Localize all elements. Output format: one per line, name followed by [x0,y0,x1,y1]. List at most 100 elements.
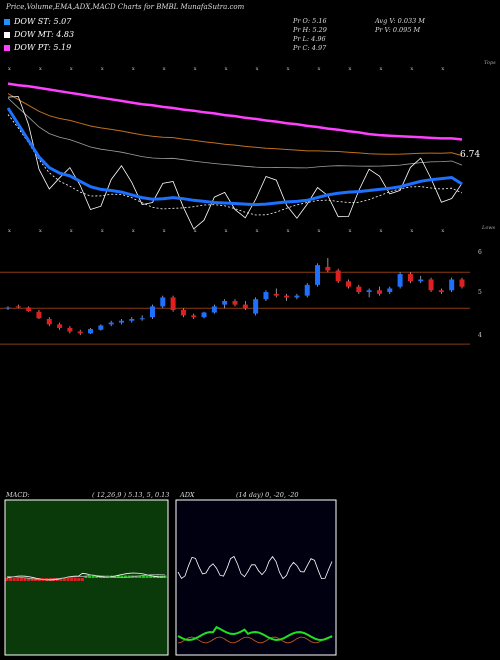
candle-body [232,301,238,305]
low-marker: x [379,228,382,234]
ema-mid-line [7,93,463,157]
candle-body [284,295,290,298]
legend-swatch-icon [4,44,10,51]
macd-histogram-bar [80,578,84,581]
candle-body [376,290,382,294]
top-marker: x [101,66,104,72]
top-marker: x [39,66,42,72]
legend-swatch-icon [4,18,10,25]
macd-panel [4,499,169,656]
ema-dotted-line [7,114,463,216]
top-marker: x [8,66,11,72]
candle-body [15,306,21,308]
candle-body [242,304,248,309]
macd-histogram-bar [138,575,142,578]
candle-body [356,286,362,293]
low-marker: x [318,228,321,234]
price-open: Pr O: 5.16 [293,17,327,25]
candle-body [77,331,83,334]
candle-body [98,325,104,330]
macd-histogram-bar [16,578,20,581]
candle-body [108,322,114,325]
candle-body [160,297,166,307]
macd-histogram-bar [124,575,127,578]
lows-label: Lows [482,225,496,231]
macd-histogram-bar [113,575,117,578]
top-marker: x [194,66,197,72]
candle-body [304,284,310,296]
legend-label: DOW ST: 5.07 [14,17,72,26]
low-marker: x [225,228,228,234]
candle-body [397,274,403,287]
adx-params: (14 day) 0, -20, -20 [236,491,299,499]
macd-histogram-bar [95,575,99,578]
macd-histogram-bar [163,575,167,578]
macd-histogram-bar [134,575,138,578]
top-marker: x [70,66,73,72]
ema-pt-line [7,82,463,141]
macd-histogram-bar [62,578,66,581]
macd-histogram-bar [145,575,149,578]
macd-histogram-bar [70,578,74,581]
legend-swatch-icon [4,31,10,38]
legend-dow-mt: DOW MT: 4.83 [4,30,74,39]
macd-histogram-bar [116,575,120,578]
macd-histogram-bar [91,575,95,578]
candles-panel [0,257,470,345]
candle-body [273,293,279,296]
low-marker: x [194,228,197,234]
macd-histogram-bar [9,578,13,581]
candle-body [222,301,228,305]
candle-body [335,270,341,282]
top-marker: x [349,66,352,72]
legend-dow-pt: DOW PT: 5.19 [4,43,71,52]
top-marker: x [379,66,382,72]
candle-body [5,307,11,309]
candle-body [418,279,424,282]
candle-body [149,306,155,318]
top-marker: x [132,66,135,72]
legend-label: DOW MT: 4.83 [14,30,75,39]
macd-histogram-bar [5,578,9,581]
candle-body [449,279,455,291]
price-panel: x x x x x x x x x x x x x x x x x x x x x x x x x x x x x x [6,66,463,234]
candle-axis-label: 4 [478,332,482,339]
candle-body [346,281,351,287]
candle-body [67,327,73,332]
low-marker: x [163,228,166,234]
candle-body [407,274,413,282]
tops-label: Tops [484,60,496,66]
low-marker: x [70,228,73,234]
candle-body [119,320,124,323]
low-marker: x [39,228,42,234]
candle-body [170,297,176,310]
candle-body [211,306,217,313]
macd-histogram-bar [141,575,145,578]
candle-body [459,279,465,287]
adx-line [177,555,333,580]
candle-body [366,290,372,293]
candle-body [180,310,186,316]
candle-body [387,288,393,293]
candle-axis-label: 6 [478,249,482,256]
adx-frame [175,499,337,656]
candle-body [263,292,269,300]
macd-histogram-bar [66,578,70,581]
macd-histogram-bar [152,575,156,578]
legend-label: DOW PT: 5.19 [14,43,72,52]
price-high: Pr H: 5.29 [293,26,327,34]
macd-signal-line [6,574,166,580]
macd-histogram-bar [73,578,77,581]
previous-volume: Pr V: 0.095 M [375,26,421,34]
low-marker: x [287,228,290,234]
candle-body [201,312,207,318]
macd-histogram-bar [30,578,34,581]
candle-body [57,324,63,328]
macd-histogram-bar [12,578,16,581]
candle-body [438,290,444,293]
candle-body [88,329,94,334]
ema-short-line [6,107,463,207]
candle-body [46,318,52,325]
candle-body [139,318,145,320]
